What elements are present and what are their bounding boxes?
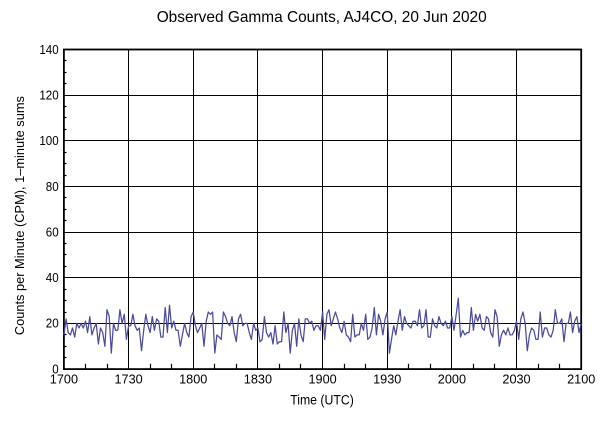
svg-text:1830: 1830 — [244, 372, 272, 387]
svg-text:40: 40 — [46, 270, 59, 285]
svg-text:1800: 1800 — [179, 372, 207, 387]
svg-text:2030: 2030 — [502, 372, 530, 387]
svg-text:1900: 1900 — [309, 372, 337, 387]
svg-text:120: 120 — [39, 88, 58, 103]
svg-text:20: 20 — [46, 316, 59, 331]
svg-text:80: 80 — [46, 179, 59, 194]
svg-text:1700: 1700 — [50, 372, 78, 387]
svg-text:Observed Gamma Counts, AJ4CO,: Observed Gamma Counts, AJ4CO, 20 Jun 202… — [157, 9, 487, 26]
svg-text:Time (UTC): Time (UTC) — [290, 393, 354, 408]
svg-text:0: 0 — [52, 361, 58, 376]
svg-text:140: 140 — [39, 42, 58, 57]
svg-text:60: 60 — [46, 224, 59, 239]
svg-text:1930: 1930 — [373, 372, 401, 387]
svg-text:100: 100 — [39, 133, 58, 148]
svg-text:Counts per Minute (CPM), 1–min: Counts per Minute (CPM), 1–minute sums — [12, 96, 27, 335]
svg-text:1730: 1730 — [115, 372, 143, 387]
svg-text:2000: 2000 — [438, 372, 466, 387]
svg-text:2100: 2100 — [567, 372, 595, 387]
